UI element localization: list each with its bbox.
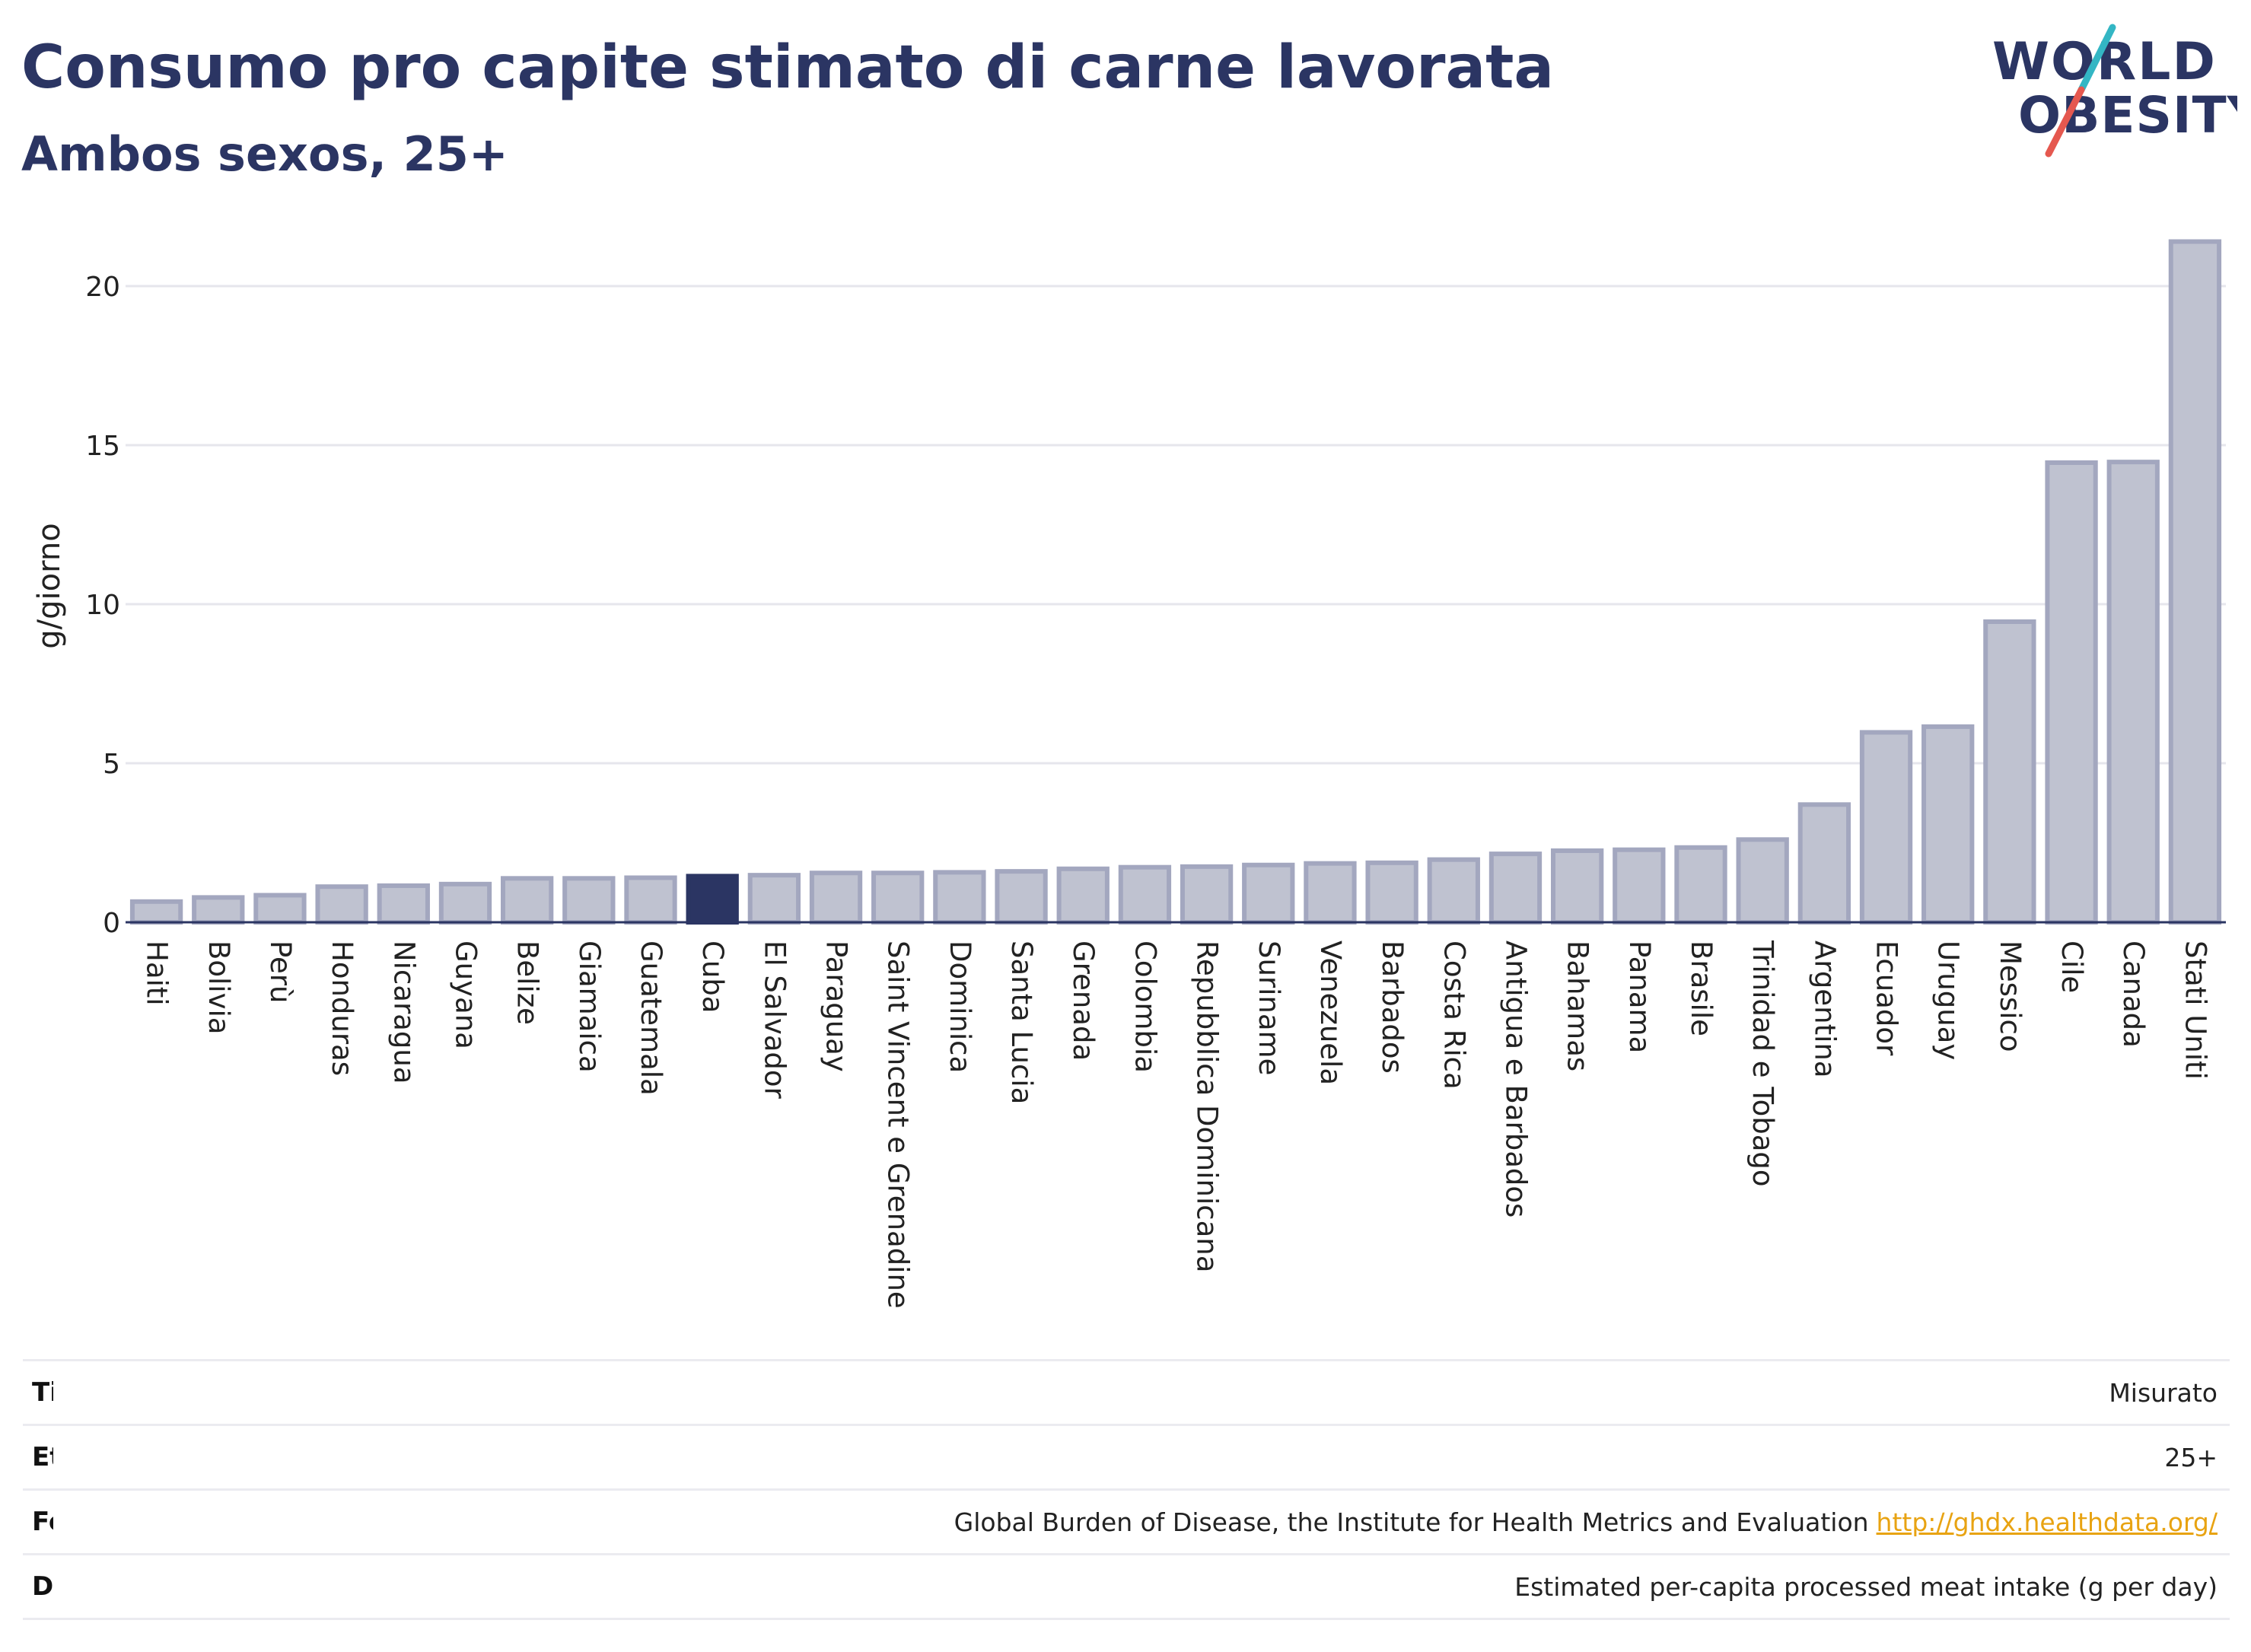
bar-messico[interactable]: [1983, 619, 2036, 925]
bar-haiti[interactable]: [129, 899, 183, 925]
info-row-definition: Definizione Estimated per-capita process…: [23, 1553, 2230, 1620]
x-tick-label: Honduras: [326, 941, 358, 1076]
bar-argentina[interactable]: [1797, 802, 1851, 925]
bar-paraguay[interactable]: [809, 871, 863, 925]
bar-belize[interactable]: [500, 876, 554, 925]
x-tick-label: Suriname: [1253, 941, 1285, 1075]
x-tick-label: Venezuela: [1314, 941, 1347, 1085]
y-axis-label: g/giorno: [32, 523, 67, 648]
x-tick-label: Belize: [511, 941, 544, 1025]
info-value: Global Burden of Disease, the Institute …: [954, 1507, 2218, 1537]
source-link[interactable]: http://ghdx.healthdata.org/: [1876, 1507, 2218, 1537]
bar-cuba[interactable]: [686, 874, 739, 925]
x-tick-label: Panama: [1623, 941, 1656, 1053]
x-tick-label: Antigua e Barbados: [1499, 941, 1532, 1218]
chart-subtitle: Ambos sexos, 25+: [21, 126, 508, 182]
bar-guatemala[interactable]: [624, 875, 677, 925]
chart-title: Consumo pro capite stimato di carne lavo…: [21, 33, 1555, 102]
x-axis-labels: Haiti Bolivia Perù Honduras Nicaragua Guyana B…: [141, 940, 2212, 1309]
bar-dominica[interactable]: [933, 870, 986, 925]
x-tick-label: Barbados: [1376, 941, 1409, 1074]
y-axis-ticks: 0 5 10 15 20: [85, 272, 120, 939]
x-tick-label: Canada: [2117, 941, 2150, 1048]
x-tick-label: Bahamas: [1562, 941, 1594, 1071]
bar-colombia[interactable]: [1118, 864, 1172, 925]
y-tick-label: 20: [85, 272, 120, 303]
source-text: Global Burden of Disease, the Institute …: [954, 1507, 1869, 1537]
x-tick-label: Cile: [2055, 941, 2088, 993]
bar-cile[interactable]: [2045, 460, 2098, 925]
x-tick-label: Messico: [1994, 941, 2027, 1052]
x-tick-label: Saint Vincent e Grenadine: [882, 941, 915, 1309]
bar-costa-rica[interactable]: [1427, 857, 1480, 925]
bar-brasile[interactable]: [1674, 845, 1727, 925]
bar-barbados[interactable]: [1365, 860, 1418, 925]
x-tick-label: Dominica: [944, 941, 976, 1073]
bar-nicaragua[interactable]: [377, 883, 430, 925]
bar-giamaica[interactable]: [562, 876, 616, 925]
x-tick-label: Brasile: [1685, 941, 1718, 1036]
info-key: Età: [32, 1442, 53, 1472]
bar-trinidad-e-tobago[interactable]: [1736, 837, 1789, 925]
bar-chart: 0 5 10 15 20 Haiti Bolivia Perù Honduras Nicarag…: [32, 239, 2226, 1309]
info-value: Misurato: [2109, 1377, 2218, 1408]
x-tick-label: Argentina: [1808, 941, 1841, 1077]
info-key: Definizione: [32, 1571, 53, 1602]
grid-lines: [126, 285, 2226, 765]
bar-guyana[interactable]: [438, 881, 492, 925]
x-tick-label: Perù: [264, 941, 297, 1003]
x-tick-label: Giamaica: [573, 941, 606, 1073]
info-table: Tipo Misurato Età 25+ Fonte Global Burde…: [23, 1359, 2230, 1620]
x-tick-label: Colombia: [1129, 941, 1161, 1073]
x-tick-label: Guatemala: [635, 941, 667, 1096]
x-tick-label: Haiti: [141, 941, 174, 1006]
logo-slash-red: [2045, 86, 2085, 158]
x-tick-label: Paraguay: [820, 941, 853, 1072]
bar-panama[interactable]: [1613, 847, 1666, 925]
y-tick-label: 15: [85, 431, 120, 462]
bar-grenada[interactable]: [1056, 866, 1110, 925]
info-row-source: Fonte Global Burden of Disease, the Inst…: [23, 1488, 2230, 1553]
bar-suriname[interactable]: [1242, 862, 1295, 925]
info-key: Fonte: [32, 1507, 53, 1537]
info-row-age: Età 25+: [23, 1424, 2230, 1488]
world-obesity-logo: WORLD OBESITY: [1992, 24, 2237, 158]
x-tick-label: Stati Uniti: [2179, 941, 2211, 1080]
y-tick-label: 0: [103, 908, 120, 939]
bar-saint-vincent-e-grenadine[interactable]: [871, 871, 925, 925]
x-tick-label: Grenada: [1067, 941, 1100, 1061]
info-value: 25+: [2164, 1442, 2218, 1472]
y-tick-label: 10: [85, 590, 120, 621]
x-tick-label: Costa Rica: [1438, 941, 1470, 1090]
bar-per-[interactable]: [253, 893, 307, 925]
x-tick-label: Repubblica Dominicana: [1191, 941, 1224, 1272]
bar-antigua-e-barbados[interactable]: [1488, 851, 1543, 925]
x-tick-label: Cuba: [696, 941, 729, 1013]
logo-slash-teal: [2077, 24, 2116, 94]
info-key: Tipo: [32, 1377, 53, 1408]
x-tick-label: Uruguay: [1932, 941, 1965, 1060]
x-tick-label: Guyana: [449, 941, 482, 1049]
bar-el-salvador[interactable]: [747, 873, 801, 925]
y-tick-label: 5: [103, 749, 120, 780]
bar-santa-lucia[interactable]: [995, 869, 1048, 925]
bar-repubblica-dominicana[interactable]: [1180, 864, 1234, 925]
bar-stati-uniti[interactable]: [2168, 239, 2222, 925]
info-row-type: Tipo Misurato: [23, 1359, 2230, 1424]
x-tick-label: Nicaragua: [387, 941, 420, 1084]
bar-uruguay[interactable]: [1921, 724, 1975, 925]
bar-honduras[interactable]: [315, 884, 368, 925]
bar-ecuador[interactable]: [1859, 730, 1913, 925]
bar-canada[interactable]: [2106, 460, 2160, 925]
x-tick-label: El Salvador: [758, 941, 791, 1100]
bar-venezuela[interactable]: [1304, 861, 1357, 925]
x-tick-label: Ecuador: [1871, 941, 1903, 1056]
bars: [126, 239, 2226, 925]
bar-bolivia[interactable]: [192, 895, 245, 925]
x-tick-label: Trinidad e Tobago: [1746, 940, 1779, 1187]
x-tick-label: Santa Lucia: [1005, 941, 1038, 1104]
bar-bahamas[interactable]: [1550, 848, 1604, 925]
x-tick-label: Bolivia: [202, 941, 235, 1034]
info-value: Estimated per-capita processed meat inta…: [1514, 1571, 2218, 1602]
